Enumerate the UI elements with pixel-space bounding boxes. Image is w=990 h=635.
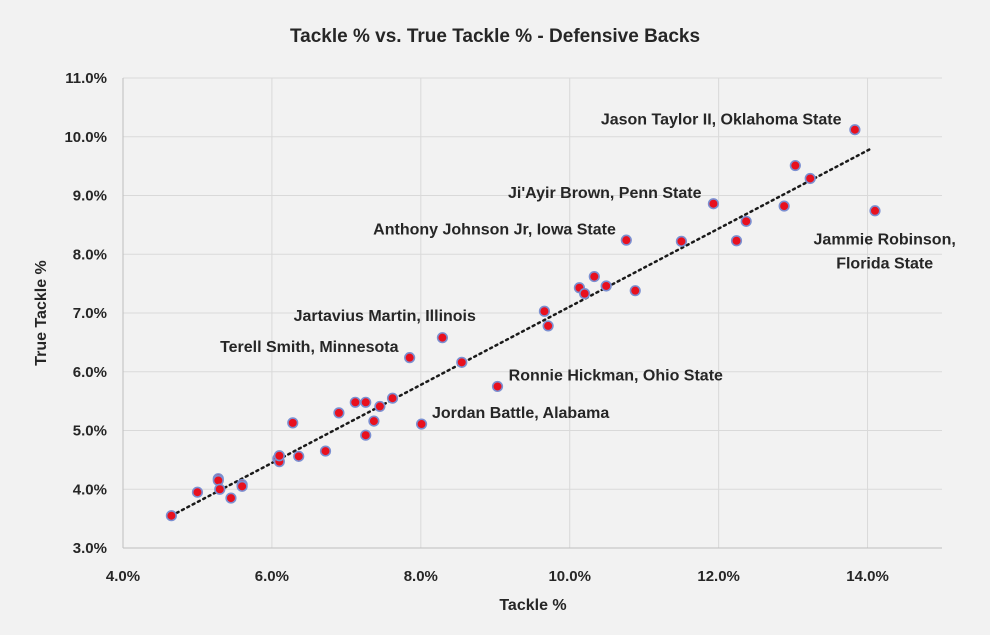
x-tick-label: 4.0% [106,568,140,585]
data-point [849,124,861,136]
y-tick-label: 10.0% [64,129,107,146]
data-point [579,288,591,300]
point-annotation: Ji'Ayir Brown, Penn State [508,185,702,202]
data-point [165,510,177,522]
data-point [436,332,449,344]
annotation-line: Terell Smith, Minnesota [220,339,399,356]
data-point [319,445,332,457]
y-tick-label: 7.0% [73,305,107,322]
x-tick-label: 10.0% [548,568,591,585]
y-tick-label: 9.0% [73,188,107,205]
x-axis-title: Tackle % [499,597,566,614]
data-point [273,450,285,462]
annotation-line: Ji'Ayir Brown, Penn State [508,185,702,202]
data-point [386,392,399,404]
data-point [214,483,226,495]
data-point [804,172,816,185]
data-point [730,235,743,247]
data-point [404,352,416,364]
annotation-line: Jammie Robinson, [814,231,956,248]
point-annotation: Jordan Battle, Alabama [432,405,609,422]
tick-labels: 3.0% 4.0% 5.0% 6.0% 7.0% 8.0% 9.0% 10.0% 11.0% 4.… [64,70,888,585]
chart-title: Tackle % vs. True Tackle % - Defensive B… [290,26,700,47]
data-point [212,474,224,487]
x-tick-label: 8.0% [404,568,438,585]
data-point [225,492,237,504]
point-annotation: Jason Taylor II, Oklahoma State [601,111,842,128]
point-annotation: Ronnie Hickman, Ohio State [509,368,723,385]
data-point [600,280,612,292]
y-tick-label: 11.0% [65,70,107,87]
y-tick-label: 5.0% [73,423,107,440]
data-point [415,418,428,430]
trendline [170,147,873,517]
data-points [165,124,881,522]
annotations: Jason Taylor II, Oklahoma State Ji'Ayir B… [220,111,956,422]
data-point [191,486,204,498]
data-point [789,159,801,172]
data-point [778,200,790,212]
trendline-group [170,147,873,517]
axes [122,78,942,549]
data-point [360,396,372,408]
point-annotation: Jammie Robinson, Florida State [814,231,956,272]
data-point [368,415,380,427]
data-point [456,356,468,368]
data-point [588,270,600,283]
gridlines [123,77,942,548]
data-point [374,400,386,413]
data-point [542,320,554,332]
annotation-line: Jordan Battle, Alabama [432,405,609,422]
data-point [707,198,720,210]
annotation-line: Jartavius Martin, Illinois [294,308,476,325]
data-point [349,396,361,408]
data-point [675,235,688,247]
x-tick-label: 14.0% [846,568,889,585]
y-tick-label: 8.0% [73,246,107,263]
y-tick-label: 6.0% [73,364,107,381]
data-point [360,429,372,441]
x-tick-label: 12.0% [697,568,740,585]
data-point [869,205,881,217]
data-point [538,305,551,317]
x-tick-label: 6.0% [255,568,289,585]
annotation-line: Jason Taylor II, Oklahoma State [601,111,842,128]
point-annotation: Jartavius Martin, Illinois [294,308,476,325]
data-point [620,234,632,246]
data-point [236,480,248,492]
data-point [491,380,504,393]
y-axis-title: True Tackle % [33,260,50,366]
y-tick-label: 4.0% [73,481,107,498]
data-point [629,285,641,297]
annotation-line: Anthony Johnson Jr, Iowa State [373,221,616,238]
point-annotation: Terell Smith, Minnesota [220,339,399,356]
data-point [333,407,345,419]
data-point [287,417,299,429]
annotation-line: Florida State [836,255,933,272]
point-annotation: Anthony Johnson Jr, Iowa State [373,221,616,238]
annotation-line: Ronnie Hickman, Ohio State [509,368,723,385]
data-point [293,450,305,462]
data-point [740,215,752,227]
y-tick-label: 3.0% [73,540,107,557]
